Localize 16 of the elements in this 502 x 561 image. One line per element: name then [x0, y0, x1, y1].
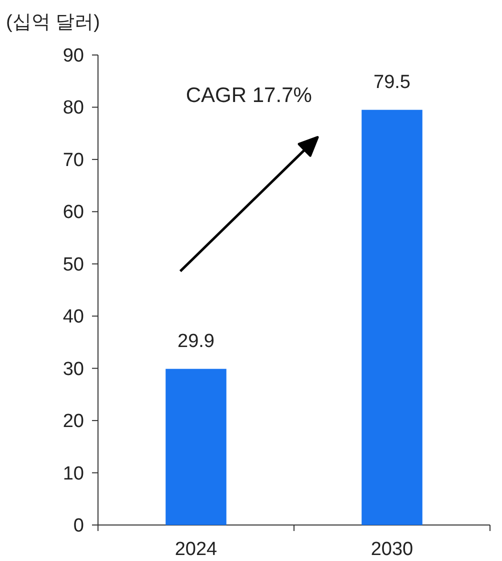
x-tick-label: 2030: [370, 539, 414, 560]
y-tick-label: 50: [62, 254, 84, 276]
y-tick-label: 90: [62, 46, 84, 66]
y-tick-label: 20: [62, 411, 84, 432]
x-tick-label: 2024: [174, 539, 218, 560]
y-tick-label: 0: [73, 516, 84, 536]
y-tick-label: 70: [62, 150, 84, 171]
y-axis-title: (십억 달러): [6, 12, 100, 33]
data-label: 29.9: [178, 330, 214, 352]
y-tick-label: 10: [62, 463, 84, 484]
y-tick-label: 40: [62, 306, 84, 328]
data-label: 79.5: [374, 72, 410, 93]
annotation: CAGR 17.7%: [186, 84, 312, 107]
y-tick-label: 30: [62, 358, 84, 380]
y-tick-label: 80: [62, 98, 84, 119]
y-tick-label: 60: [62, 202, 84, 224]
